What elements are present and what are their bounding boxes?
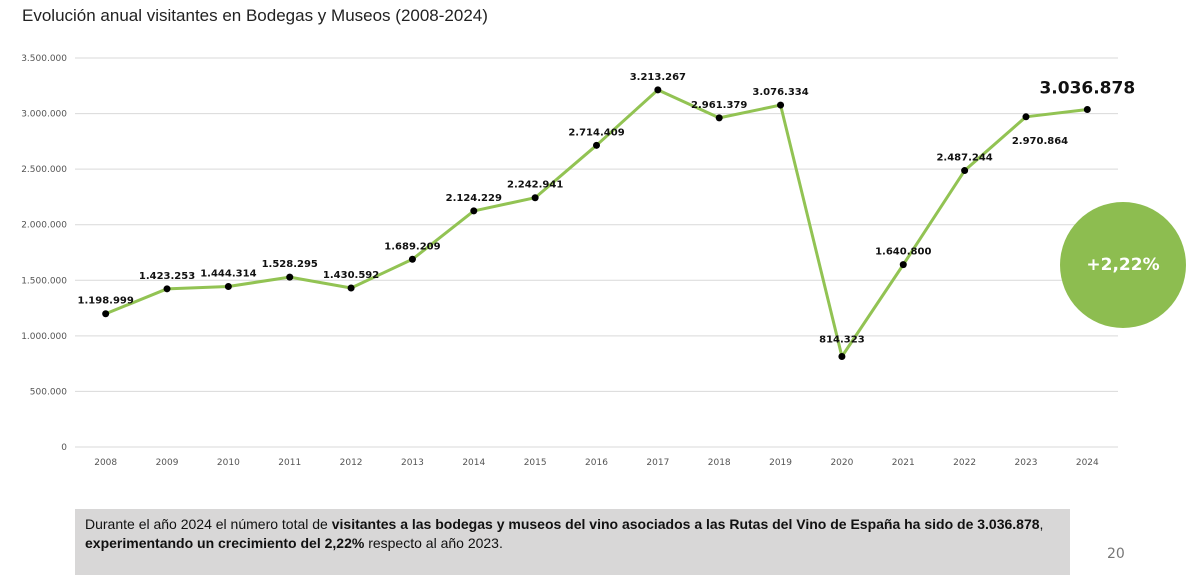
data-label: 1.198.999 xyxy=(78,296,134,307)
data-label: 1.430.592 xyxy=(323,270,379,281)
data-point xyxy=(102,310,110,318)
data-label: 2.124.229 xyxy=(446,193,502,204)
line-chart: 0 500.000 1.000.000 1.500.000 2.000.000 2.500… xyxy=(21,54,1135,468)
x-tick-label: 2009 xyxy=(156,458,179,468)
data-point xyxy=(1022,113,1030,121)
y-tick-label: 1.500.000 xyxy=(21,276,67,286)
page-number: 20 xyxy=(1107,546,1125,562)
data-point xyxy=(961,167,969,175)
y-tick-label: 3.000.000 xyxy=(21,110,67,120)
data-point xyxy=(838,352,846,360)
x-tick-label: 2014 xyxy=(462,458,485,468)
x-tick-label: 2021 xyxy=(892,458,915,468)
y-tick-label: 2.000.000 xyxy=(21,221,67,231)
data-label: 1.689.209 xyxy=(384,241,440,252)
x-tick-label: 2017 xyxy=(646,458,669,468)
caption-bold: experimentando un crecimiento del 2,22% xyxy=(85,535,365,551)
data-label: 1.444.314 xyxy=(200,268,256,279)
data-label: 3.036.878 xyxy=(1039,78,1135,98)
y-tick-label: 1.000.000 xyxy=(21,332,67,342)
data-point xyxy=(531,194,539,202)
caption-text: , xyxy=(1039,516,1044,532)
x-tick-label: 2013 xyxy=(401,458,424,468)
x-tick-label: 2020 xyxy=(830,458,853,468)
data-label: 2.970.864 xyxy=(1012,136,1068,147)
data-point xyxy=(593,141,600,149)
data-point xyxy=(654,86,662,94)
data-point xyxy=(715,114,723,122)
data-label: 2.242.941 xyxy=(507,180,563,191)
caption-text: respecto al año 2023. xyxy=(364,535,503,551)
data-point xyxy=(408,255,416,263)
data-label: 1.528.295 xyxy=(262,259,318,270)
x-tick-label: 2023 xyxy=(1015,458,1038,468)
chart-title: Evolución anual visitantes en Bodegas y … xyxy=(22,6,488,25)
data-label: 2.487.244 xyxy=(936,153,992,164)
data-label: 3.076.334 xyxy=(752,87,808,98)
data-point xyxy=(470,207,478,215)
data-point xyxy=(347,284,355,292)
y-tick-label: 0 xyxy=(61,443,67,453)
caption-bold: visitantes a las bodegas y museos del vi… xyxy=(331,516,1040,532)
data-point xyxy=(1083,105,1091,113)
y-tick-label: 2.500.000 xyxy=(21,165,67,175)
x-tick-label: 2018 xyxy=(708,458,731,468)
x-tick-label: 2011 xyxy=(278,458,301,468)
data-label: 3.213.267 xyxy=(630,72,686,83)
x-tick-label: 2016 xyxy=(585,458,608,468)
growth-badge: +2,22% xyxy=(1060,202,1186,328)
x-tick-label: 2015 xyxy=(524,458,547,468)
data-point xyxy=(224,282,232,290)
x-tick-label: 2010 xyxy=(217,458,240,468)
data-label: 1.423.253 xyxy=(139,271,195,282)
y-tick-label: 3.500.000 xyxy=(21,54,67,64)
caption-text: Durante el año 2024 el número total de xyxy=(85,516,332,532)
data-label: 1.640.800 xyxy=(875,247,931,258)
y-tick-label: 500.000 xyxy=(30,387,67,397)
data-point xyxy=(163,285,171,293)
x-tick-label: 2022 xyxy=(953,458,976,468)
x-tick-label: 2008 xyxy=(94,458,117,468)
summary-caption: Durante el año 2024 el número total de v… xyxy=(75,509,1070,575)
x-tick-label: 2024 xyxy=(1076,458,1099,468)
x-tick-label: 2012 xyxy=(340,458,363,468)
x-tick-label: 2019 xyxy=(769,458,792,468)
data-label: 2.961.379 xyxy=(691,100,747,111)
data-point xyxy=(899,261,907,269)
data-point xyxy=(777,101,785,109)
data-point xyxy=(286,273,294,281)
data-label: 2.714.409 xyxy=(568,127,624,138)
data-label: 814.323 xyxy=(819,334,865,345)
